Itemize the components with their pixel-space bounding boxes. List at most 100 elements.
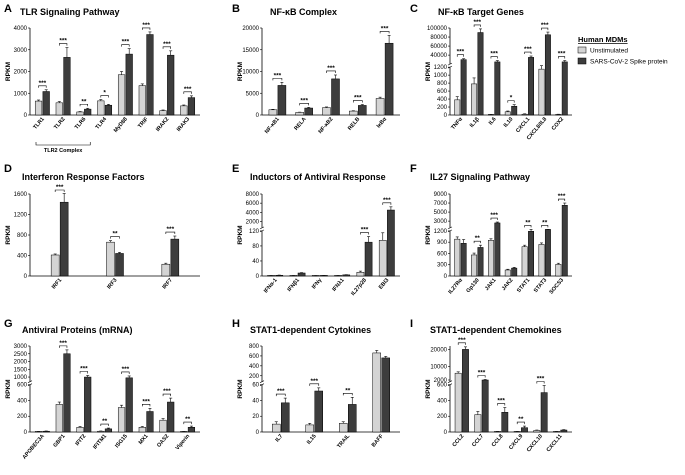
panel-f-ytick-1: 300 (437, 263, 448, 269)
panel-a-sig-bracket-myd88 (121, 44, 130, 47)
panel-i-xlabel-cxcl9: CXCL9 (508, 433, 524, 451)
panel-f-bar-il27r-spike (460, 243, 467, 277)
panel-a-sig-bracket-tlr1 (38, 85, 47, 88)
panel-b-ytick-0: 0 (256, 113, 260, 119)
panel-h: H STAT1-dependent Cytokines RPKM 0 20 40 60 200… (232, 318, 400, 450)
panel-g-bar-ifitm1-spike (104, 428, 113, 433)
panel-h-bar-il15-unstim (305, 424, 314, 433)
panel-f-sig-bracket-jak1 (490, 217, 498, 221)
panel-e-xlabel-ifn-1: IFNβ1 (287, 277, 301, 293)
panel-b-sig-bracket-nf-b1 (272, 78, 283, 81)
panel-i-sig-bracket-cxcl10 (536, 381, 545, 384)
panel-g-sig-viperin: ** (185, 416, 191, 423)
panel-a-sig-tlr6: ** (81, 98, 87, 105)
panel-g-sig-bracket-ifit2 (79, 371, 88, 374)
panel-c-bar-cxcl1-spike (528, 57, 535, 116)
panel-f-ytick-0: 0 (444, 274, 448, 280)
legend-label-spike: SARS-CoV-2 Spike protein (590, 59, 668, 66)
panel-c-ytick-8: 60000 (430, 44, 447, 50)
panel-f-bar-gp130-spike (477, 247, 484, 277)
panel-d-bar-irf7-spike (170, 238, 180, 277)
panel-f-sig-socs3: *** (558, 193, 566, 200)
panel-g-ytick-6: 2000 (14, 360, 28, 366)
panel-a-sig-tlr1: *** (39, 80, 47, 87)
panel-i-bar-cxcl11-spike (560, 429, 568, 433)
panel-b-ylabel: RPKM (237, 62, 244, 81)
panel-i-xlabel-cxcl11: CXCL11 (546, 433, 564, 453)
panel-a-xlabel-irak2: IRAK2 (155, 116, 170, 133)
panel-f-ytick-8: 9000 (434, 192, 448, 198)
panel-f-ylabel: RPKM (425, 225, 432, 244)
panel-c-sig-il10: * (510, 95, 513, 102)
panel-a-ytick-2: 2000 (14, 70, 28, 76)
panel-h-sig-trail: ** (345, 387, 351, 394)
panel-d-xlabel-irf1: IRF1 (51, 277, 63, 290)
panel-c-bar-il6-spike (494, 61, 501, 116)
panel-g-ytick-5: 1500 (14, 367, 28, 373)
panel-f-title: IL27 Signaling Pathway (430, 172, 530, 182)
panel-e-sig-bracket-ebi3 (382, 202, 392, 205)
panel-b-bar-rela-spike (304, 107, 313, 116)
panel-a-xlabel-irak3: IRAK3 (176, 116, 191, 133)
panel-g: G Antiviral Proteins (mRNA) RPKM 0 200 400 600… (4, 318, 200, 461)
panel-c-sig-bracket-tnf (456, 54, 464, 57)
panel-a-sig-irak3: *** (184, 86, 192, 93)
panel-g-sig-ifitm1: ** (102, 418, 108, 425)
panel-a-xlabel-tlr6: TLR6 (74, 116, 87, 130)
panel-g-xlabel-viperin: Viperin (175, 433, 192, 452)
panel-g-sig-ifit2: *** (80, 365, 88, 372)
panel-e-ytick-5: 4000 (246, 210, 260, 216)
panel-g-xlabel-apobec3a: APOBEC3A (22, 433, 46, 460)
panel-h-ytick-0: 0 (256, 430, 260, 436)
panel-d-letter: D (4, 163, 12, 175)
panel-a-ytick-4: 4000 (14, 26, 28, 32)
panel-h-sig-bracket-il7 (275, 393, 286, 397)
panel-c-letter: C (410, 3, 418, 15)
panel-d-bar-irf3-spike (115, 253, 124, 277)
panel-i-bar-ccl7-unstim (474, 414, 482, 433)
panel-g-ytick-7: 2500 (14, 352, 28, 358)
panel-e-title: Inductors of Antiviral Response (250, 172, 386, 182)
panel-a-bar-tlr4-unstim (97, 100, 105, 116)
panel-f-bar-jak1-spike (494, 222, 501, 277)
panel-c: C NF-κB Target Genes RPKM 0 200 400 600 800 1000… (410, 3, 572, 141)
panel-g-bar-oas2-unstim (159, 419, 167, 433)
panel-f-sig-gp130: ** (475, 235, 481, 242)
panel-f: F IL27 Signaling Pathway RPKM 0 300 600 900 120… (410, 163, 572, 296)
panel-g-sig-bracket-isg15 (121, 371, 130, 374)
panel-g-bar-viperin-spike (187, 427, 196, 433)
panel-b-bar-relb-unstim (349, 110, 358, 116)
panels: A TLR Signaling PathwayRPKM01000200030004… (4, 3, 572, 461)
panel-i-letter: I (410, 318, 413, 330)
panel-d-title: Interferon Response Factors (22, 172, 145, 182)
panel-i-sig-ccl2: *** (458, 337, 466, 344)
panel-d-sig-bracket-irf7 (165, 231, 176, 235)
panel-e-sig-il27p28: *** (361, 227, 369, 234)
panel-g-bar-isg15-unstim (117, 407, 126, 433)
panel-b-sig-bracket-rela (299, 103, 309, 106)
panel-a-sig-myd88: *** (122, 39, 130, 46)
panel-f-sig-bracket-gp130 (473, 240, 481, 244)
panel-g-xlabel-gbp1: GBP1 (52, 433, 66, 448)
panel-h-bar-trail-unstim (339, 423, 348, 433)
panel-b-ytick-1: 5000 (246, 91, 260, 97)
panel-c-bar-il10-spike (511, 105, 518, 116)
panel-b-sig-nf-b2: *** (327, 65, 335, 72)
panel-g-axis-break (27, 380, 33, 383)
panel-i-bar-cxcl10-unstim (533, 430, 541, 433)
panel-i-ytick-1: 200 (437, 414, 448, 420)
panel-f-bar-stat1-spike (528, 231, 535, 277)
panel-f-sig-stat1: ** (525, 219, 531, 226)
panel-d-sig-bracket-irf1 (54, 189, 65, 192)
panel-e-letter: E (232, 163, 239, 175)
panel-e-axis-break (259, 226, 265, 230)
panel-h-sig-il15: *** (310, 378, 318, 385)
panel-e-bar-ifn-1-spike (342, 274, 351, 277)
panel-a-sig-tlr4: * (103, 90, 106, 97)
panel-f-ytick-6: 5000 (434, 210, 448, 216)
panel-e-ytick-0: 0 (256, 274, 260, 280)
panel-g-sig-bracket-viperin (183, 421, 192, 425)
panel-f-sig-bracket-stat1 (524, 225, 532, 228)
panel-c-bar-tnf-unstim (454, 99, 461, 116)
legend-swatch-spike (577, 57, 587, 65)
